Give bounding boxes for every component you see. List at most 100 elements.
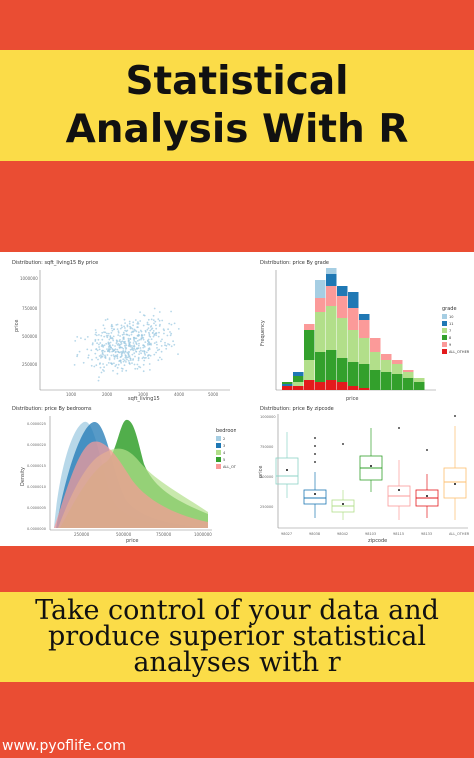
scatter-point: [177, 328, 180, 330]
scatter-point: [157, 359, 160, 362]
scatter-point: [142, 344, 145, 347]
scatter-point: [157, 318, 160, 320]
scatter-point: [115, 324, 118, 326]
scatter-point: [117, 342, 120, 345]
scatter-point: [84, 338, 86, 341]
scatter-point: [112, 369, 114, 372]
scatter-point: [169, 334, 172, 337]
scatter-point: [73, 364, 76, 366]
scatter-point: [155, 324, 157, 327]
scatter-point: [153, 334, 156, 336]
scatter-point: [143, 345, 146, 348]
density-legend-swatch: [216, 464, 221, 469]
scatter-point: [116, 357, 119, 360]
scatter-point: [153, 342, 156, 344]
scatter-point: [110, 323, 113, 326]
scatter-point: [106, 354, 109, 356]
scatter-point: [91, 342, 94, 345]
scatter-point: [125, 330, 128, 333]
scatter-point: [117, 330, 120, 332]
boxplot-category-label: 98115: [393, 532, 404, 536]
boxplot-category-label: 98103: [365, 532, 376, 536]
scatter-point: [108, 338, 111, 341]
scatter-point: [107, 362, 110, 364]
scatter-point: [149, 369, 151, 371]
histogram-bar: [337, 286, 348, 296]
scatter-point: [139, 349, 142, 352]
boxplot-outlier: [398, 427, 400, 429]
scatter-point: [140, 352, 143, 355]
scatter-point: [123, 318, 126, 321]
scatter-point: [113, 349, 115, 352]
scatter-point: [129, 357, 132, 360]
density-legend-swatch: [216, 450, 221, 455]
scatter-ytick: 500000: [22, 334, 38, 339]
scatter-point: [115, 350, 117, 353]
histogram-legend-label: 11: [449, 322, 453, 326]
scatter-point: [168, 322, 171, 325]
scatter-point: [107, 334, 109, 337]
scatter-point: [150, 338, 153, 341]
scatter-point: [147, 357, 150, 360]
boxplot-box: [443, 467, 467, 499]
scatter-point: [119, 335, 121, 337]
scatter-point: [131, 353, 134, 356]
scatter-point: [140, 330, 143, 333]
scatter-point: [124, 342, 127, 345]
scatter-point: [126, 334, 129, 336]
scatter-point: [124, 356, 127, 359]
histogram-bar: [381, 360, 392, 372]
scatter-point: [133, 345, 136, 348]
scatter-point: [122, 336, 125, 339]
scatter-point: [129, 337, 132, 340]
scatter-point: [166, 334, 169, 337]
scatter-point: [147, 327, 150, 329]
scatter-point: [100, 334, 103, 337]
scatter-xlabel: sqft_living15: [128, 396, 160, 402]
scatter-point: [107, 332, 110, 335]
scatter-point: [101, 350, 103, 352]
scatter-point: [109, 336, 112, 338]
boxplot-outlier: [314, 461, 316, 463]
scatter-point: [116, 348, 119, 351]
scatter-point: [132, 359, 134, 361]
scatter-point: [101, 338, 104, 341]
scatter-point: [123, 333, 125, 336]
histogram-bar: [304, 330, 315, 360]
scatter-point: [105, 342, 108, 345]
scatter-point: [98, 363, 101, 365]
scatter-point: [146, 323, 149, 326]
scatter-point: [96, 349, 99, 352]
boxplot-ytick: 500000: [260, 475, 273, 479]
histogram-bar: [392, 364, 403, 374]
scatter-xtick: 3000: [138, 392, 149, 397]
scatter-point: [142, 338, 145, 341]
histogram-legend: 10 11 7 8 9 ALL_OTHER: [442, 314, 470, 354]
scatter-point: [136, 367, 139, 370]
scatter-ytick: 750000: [22, 306, 38, 311]
boxplot-mean: [398, 489, 400, 491]
scatter-point: [94, 340, 97, 342]
density-legend-label: 3: [223, 444, 225, 448]
scatter-point: [98, 343, 100, 346]
boxplot-title: Distribution: price By zipcode: [260, 406, 334, 412]
scatter-point: [138, 342, 140, 345]
scatter-point: [148, 343, 151, 346]
scatter-title: Distribution: sqft_living15 By price: [12, 260, 99, 266]
scatter-point: [104, 331, 107, 334]
scatter-point: [100, 354, 102, 356]
scatter-point: [106, 336, 109, 339]
histogram-legend-label: ALL_OTHER: [449, 350, 470, 354]
histogram-bar: [304, 324, 315, 330]
histogram-bar: [326, 268, 337, 274]
boxplot-outlier: [342, 443, 344, 445]
scatter-point: [125, 355, 127, 357]
histogram-bar: [337, 296, 348, 318]
boxplot-category-label: 98038: [309, 532, 320, 536]
scatter-point: [137, 359, 140, 362]
boxplot-chart: price zipcode 250000 500000 750000 10000…: [258, 414, 470, 544]
scatter-point: [147, 340, 149, 343]
scatter-point: [124, 329, 126, 332]
scatter-point: [103, 327, 106, 330]
scatter-point: [113, 362, 115, 365]
